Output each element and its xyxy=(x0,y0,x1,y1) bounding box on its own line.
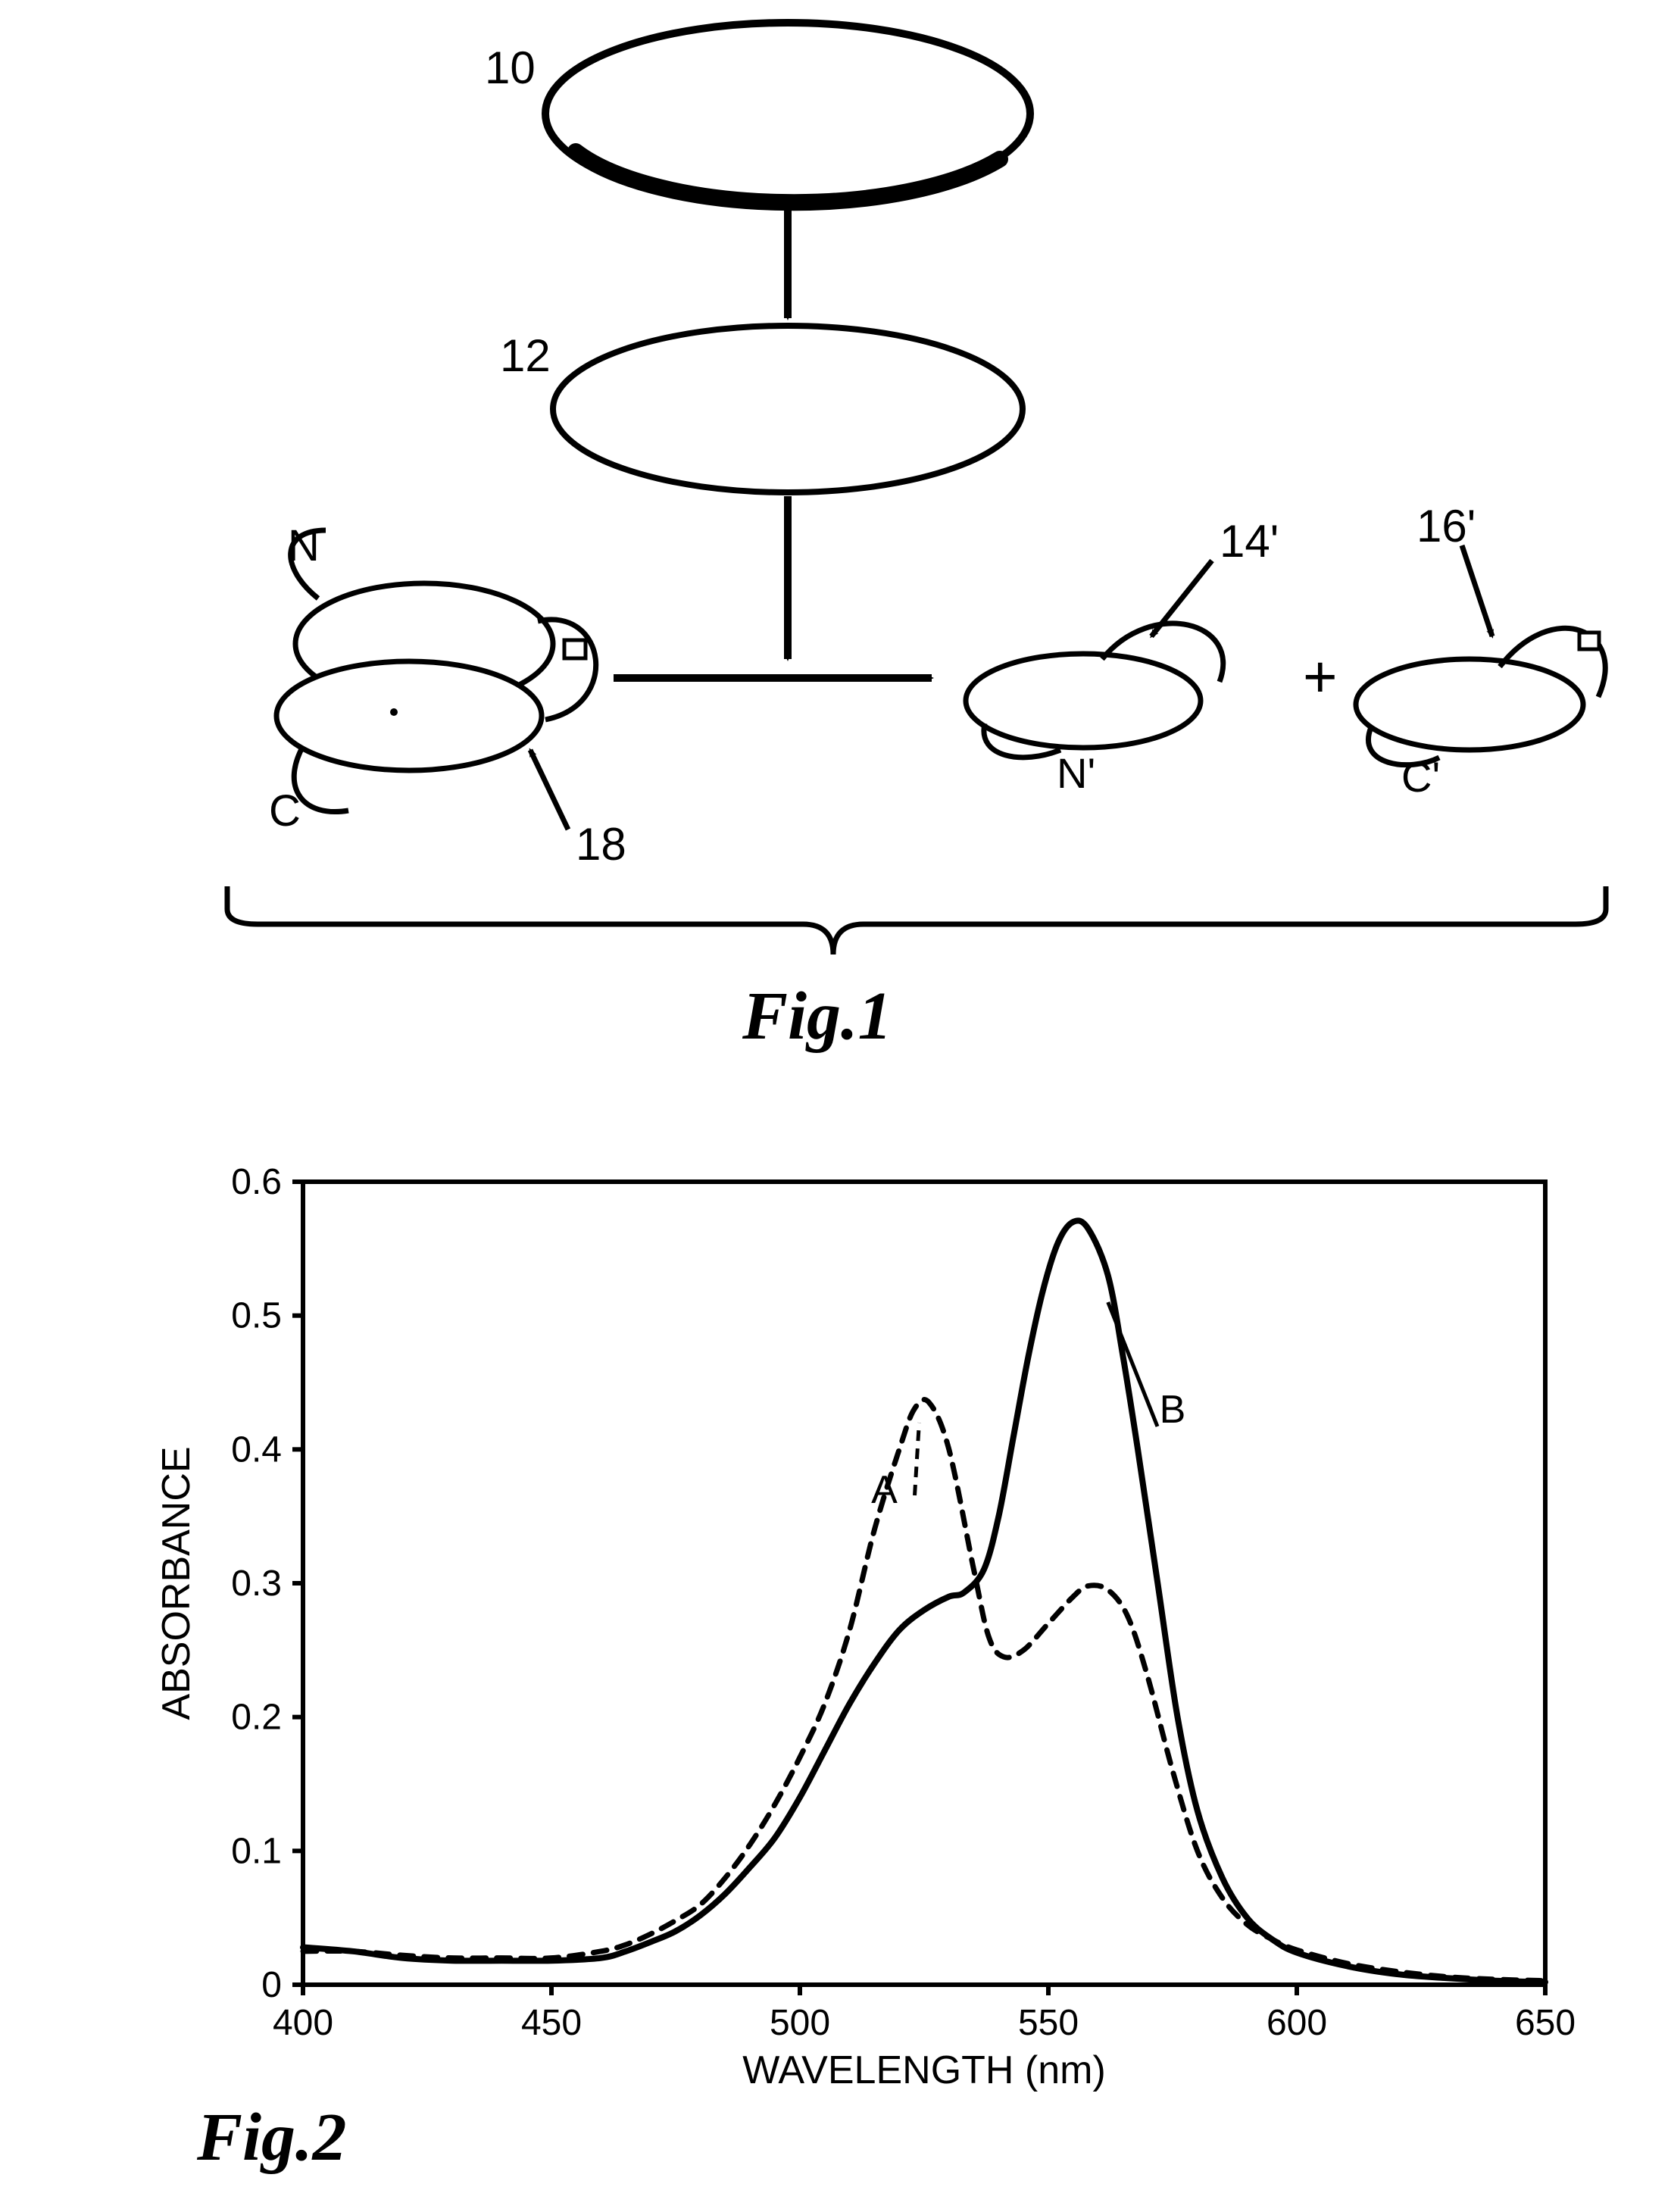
x-tick-label: 600 xyxy=(1267,2003,1327,2043)
x-tick-label: 650 xyxy=(1515,2003,1576,2043)
label-Np: N' xyxy=(1057,749,1095,797)
y-tick-label: 0.4 xyxy=(231,1429,282,1470)
x-tick-label: 400 xyxy=(273,2003,333,2043)
fragment-16p: C' xyxy=(1356,628,1605,801)
label-14p: 14' xyxy=(1220,516,1279,567)
y-tick-label: 0.2 xyxy=(231,1698,282,1738)
label-Cp: C' xyxy=(1401,753,1440,801)
y-tick-label: 0.6 xyxy=(231,1162,282,1202)
fig1-svg: 10 12 N C 18 xyxy=(0,0,1671,1023)
x-axis-label: WAVELENGTH (nm) xyxy=(742,2048,1106,2092)
chart-frame xyxy=(303,1182,1545,1985)
series-label-B: B xyxy=(1160,1388,1186,1432)
y-tick-label: 0 xyxy=(261,1965,282,2005)
plus-sign: + xyxy=(1303,643,1338,710)
label-18: 18 xyxy=(576,819,626,870)
y-tick-label: 0.1 xyxy=(231,1831,282,1871)
fragment-14p: N' xyxy=(966,623,1223,797)
fig1-brace xyxy=(227,886,1606,954)
label-12: 12 xyxy=(500,330,551,381)
y-tick-label: 0.3 xyxy=(231,1564,282,1604)
label-C: C xyxy=(269,786,301,836)
x-tick-label: 500 xyxy=(770,2003,830,2043)
fig1-caption: Fig.1 xyxy=(742,977,892,1055)
x-tick-label: 450 xyxy=(521,2003,582,2043)
label-10: 10 xyxy=(485,42,536,93)
fig2-chart: 400 450 500 550 600 650 0 0.1 0.2 0.3 0.4 0.5 0.6 WAV… xyxy=(0,1076,1671,2212)
label-N: N xyxy=(288,521,320,570)
y-axis-label: ABSORBANCE xyxy=(155,1446,198,1720)
pointer-16p xyxy=(1462,545,1492,636)
page: 10 12 N C 18 xyxy=(0,0,1671,2202)
ellipse-12 xyxy=(553,326,1023,492)
x-tick-label: 550 xyxy=(1018,2003,1079,2043)
series-label-A: A xyxy=(871,1468,898,1512)
y-tick-label: 0.5 xyxy=(231,1296,282,1336)
pointer-18 xyxy=(530,750,568,830)
fig2-caption: Fig.2 xyxy=(197,2098,347,2176)
label-16p: 16' xyxy=(1416,501,1476,551)
